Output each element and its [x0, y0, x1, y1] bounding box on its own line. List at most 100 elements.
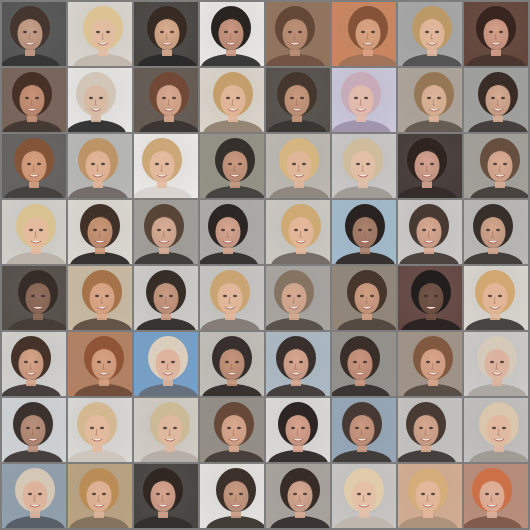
face-tile: [398, 266, 462, 330]
portrait-image: [266, 200, 330, 264]
face-tile: [398, 398, 462, 462]
face-tile: [2, 68, 66, 132]
face-tile: [464, 2, 528, 66]
face-tile: [332, 134, 396, 198]
portrait-image: [2, 200, 66, 264]
face-tile: [464, 266, 528, 330]
face-tile: [266, 68, 330, 132]
face-tile: [200, 200, 264, 264]
face-tile: [68, 464, 132, 528]
portrait-image: [332, 398, 396, 462]
face-tile: [464, 464, 528, 528]
portrait-image: [200, 398, 264, 462]
face-tile: [68, 266, 132, 330]
face-tile: [332, 398, 396, 462]
face-tile: [134, 134, 198, 198]
portrait-image: [2, 2, 66, 66]
portrait-image: [134, 200, 198, 264]
face-tile: [398, 200, 462, 264]
portrait-image: [200, 200, 264, 264]
face-tile: [134, 200, 198, 264]
portrait-image: [2, 68, 66, 132]
face-tile: [398, 332, 462, 396]
face-tile: [68, 398, 132, 462]
portrait-image: [398, 68, 462, 132]
face-tile: [2, 332, 66, 396]
face-tile: [464, 332, 528, 396]
portrait-image: [68, 2, 132, 66]
portrait-image: [464, 332, 528, 396]
portrait-image: [332, 266, 396, 330]
face-tile: [332, 266, 396, 330]
portrait-image: [266, 2, 330, 66]
face-tile: [2, 398, 66, 462]
portrait-image: [332, 200, 396, 264]
face-tile: [200, 266, 264, 330]
portrait-image: [398, 200, 462, 264]
face-tile: [134, 2, 198, 66]
portrait-image: [68, 332, 132, 396]
portrait-image: [200, 464, 264, 528]
portrait-image: [398, 464, 462, 528]
portrait-image: [134, 464, 198, 528]
face-tile: [332, 2, 396, 66]
portrait-image: [134, 68, 198, 132]
portrait-image: [2, 332, 66, 396]
face-tile: [398, 464, 462, 528]
face-tile: [134, 266, 198, 330]
face-tile: [134, 332, 198, 396]
portrait-image: [398, 332, 462, 396]
face-tile: [200, 398, 264, 462]
portrait-image: [134, 398, 198, 462]
face-tile: [68, 68, 132, 132]
face-tile: [266, 134, 330, 198]
portrait-image: [398, 266, 462, 330]
portrait-image: [398, 398, 462, 462]
face-tile: [332, 464, 396, 528]
face-tile: [332, 68, 396, 132]
face-tile: [266, 464, 330, 528]
face-tile: [200, 2, 264, 66]
face-tile: [68, 332, 132, 396]
face-tile: [2, 266, 66, 330]
portrait-image: [464, 2, 528, 66]
portrait-image: [68, 266, 132, 330]
face-tile: [200, 134, 264, 198]
portrait-image: [464, 266, 528, 330]
portrait-image: [398, 2, 462, 66]
portrait-image: [332, 332, 396, 396]
portrait-image: [332, 464, 396, 528]
portrait-image: [332, 134, 396, 198]
face-tile: [200, 464, 264, 528]
portrait-image: [398, 134, 462, 198]
portrait-image: [266, 332, 330, 396]
face-tile: [266, 332, 330, 396]
face-tile: [68, 2, 132, 66]
face-tile: [332, 332, 396, 396]
portrait-image: [68, 134, 132, 198]
portrait-image: [200, 134, 264, 198]
face-tile: [134, 68, 198, 132]
portrait-image: [68, 464, 132, 528]
portrait-image: [464, 464, 528, 528]
face-tile: [398, 2, 462, 66]
face-tile: [2, 200, 66, 264]
portrait-image: [464, 68, 528, 132]
portrait-image: [464, 398, 528, 462]
face-tile: [464, 398, 528, 462]
face-tile: [398, 134, 462, 198]
portrait-image: [464, 134, 528, 198]
portrait-image: [266, 398, 330, 462]
face-tile: [464, 68, 528, 132]
portrait-image: [464, 200, 528, 264]
portrait-image: [200, 332, 264, 396]
face-tile: [2, 134, 66, 198]
portrait-image: [332, 68, 396, 132]
portrait-image: [2, 464, 66, 528]
face-tile: [68, 134, 132, 198]
face-tile: [266, 200, 330, 264]
portrait-image: [134, 266, 198, 330]
face-tile: [332, 200, 396, 264]
portrait-image: [68, 68, 132, 132]
